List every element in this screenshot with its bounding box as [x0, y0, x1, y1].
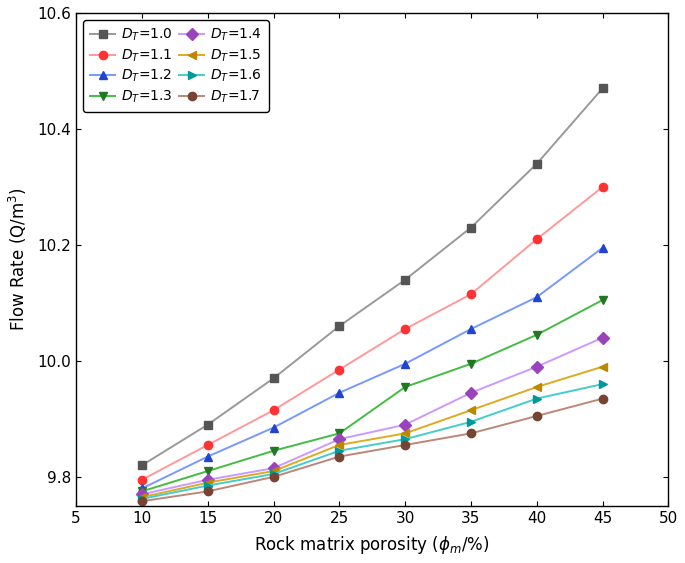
$D_T$=1.3 [467, 360, 475, 367]
$D_T$=1.6 [138, 495, 146, 502]
$D_T$=1.7 [138, 498, 146, 504]
Line: $D_T$=1.5: $D_T$=1.5 [138, 363, 607, 501]
$D_T$=1.0 [203, 421, 212, 428]
$D_T$=1.5 [269, 468, 277, 475]
$D_T$=1.5 [599, 363, 607, 370]
$D_T$=1.3 [401, 383, 410, 390]
$D_T$=1.7 [269, 473, 277, 480]
$D_T$=1.6 [599, 381, 607, 387]
$D_T$=1.2 [401, 360, 410, 367]
$D_T$=1.2 [533, 294, 541, 301]
Line: $D_T$=1.7: $D_T$=1.7 [138, 395, 607, 506]
$D_T$=1.1 [269, 407, 277, 414]
$D_T$=1.0 [335, 323, 343, 329]
Legend: $D_T$=1.0, $D_T$=1.1, $D_T$=1.2, $D_T$=1.3, $D_T$=1.4, $D_T$=1.5, $D_T$=1.6, $D_: $D_T$=1.0, $D_T$=1.1, $D_T$=1.2, $D_T$=1… [83, 20, 269, 112]
Line: $D_T$=1.6: $D_T$=1.6 [138, 380, 607, 503]
Line: $D_T$=1.0: $D_T$=1.0 [138, 84, 607, 470]
$D_T$=1.2 [467, 325, 475, 332]
Line: $D_T$=1.3: $D_T$=1.3 [138, 296, 607, 495]
$D_T$=1.3 [269, 448, 277, 454]
$D_T$=1.2 [269, 424, 277, 431]
$D_T$=1.0 [401, 276, 410, 283]
$D_T$=1.4 [335, 436, 343, 443]
$D_T$=1.1 [138, 476, 146, 483]
$D_T$=1.2 [203, 453, 212, 460]
Y-axis label: Flow Rate (Q/m$^3$): Flow Rate (Q/m$^3$) [7, 187, 29, 331]
$D_T$=1.6 [533, 395, 541, 402]
$D_T$=1.3 [533, 332, 541, 338]
$D_T$=1.7 [203, 488, 212, 495]
$D_T$=1.3 [203, 468, 212, 475]
$D_T$=1.5 [138, 494, 146, 501]
$D_T$=1.6 [467, 418, 475, 425]
$D_T$=1.5 [203, 479, 212, 486]
$D_T$=1.5 [401, 430, 410, 437]
Line: $D_T$=1.1: $D_T$=1.1 [138, 183, 607, 484]
$D_T$=1.7 [599, 395, 607, 402]
$D_T$=1.2 [599, 244, 607, 251]
$D_T$=1.0 [533, 160, 541, 167]
$D_T$=1.7 [467, 430, 475, 437]
$D_T$=1.0 [138, 462, 146, 468]
$D_T$=1.4 [533, 363, 541, 370]
$D_T$=1.4 [138, 491, 146, 498]
$D_T$=1.3 [599, 297, 607, 303]
$D_T$=1.3 [335, 430, 343, 437]
$D_T$=1.6 [401, 436, 410, 443]
$D_T$=1.2 [335, 390, 343, 396]
$D_T$=1.1 [467, 291, 475, 298]
$D_T$=1.1 [599, 184, 607, 190]
Line: $D_T$=1.2: $D_T$=1.2 [138, 244, 607, 493]
Line: $D_T$=1.4: $D_T$=1.4 [138, 333, 607, 498]
$D_T$=1.4 [401, 421, 410, 428]
$D_T$=1.7 [401, 441, 410, 448]
$D_T$=1.0 [269, 375, 277, 382]
X-axis label: Rock matrix porosity ($\phi_m$/%): Rock matrix porosity ($\phi_m$/%) [254, 534, 490, 556]
$D_T$=1.0 [467, 224, 475, 231]
$D_T$=1.0 [599, 85, 607, 92]
$D_T$=1.6 [335, 448, 343, 454]
$D_T$=1.4 [599, 334, 607, 341]
$D_T$=1.3 [138, 488, 146, 495]
$D_T$=1.4 [467, 390, 475, 396]
$D_T$=1.1 [533, 236, 541, 243]
$D_T$=1.4 [269, 465, 277, 472]
$D_T$=1.4 [203, 476, 212, 483]
$D_T$=1.5 [533, 383, 541, 390]
$D_T$=1.6 [269, 471, 277, 477]
$D_T$=1.7 [335, 453, 343, 460]
$D_T$=1.7 [533, 413, 541, 419]
$D_T$=1.6 [203, 482, 212, 489]
$D_T$=1.1 [335, 366, 343, 373]
$D_T$=1.5 [467, 407, 475, 414]
$D_T$=1.5 [335, 441, 343, 448]
$D_T$=1.1 [203, 441, 212, 448]
$D_T$=1.2 [138, 485, 146, 492]
$D_T$=1.1 [401, 325, 410, 332]
